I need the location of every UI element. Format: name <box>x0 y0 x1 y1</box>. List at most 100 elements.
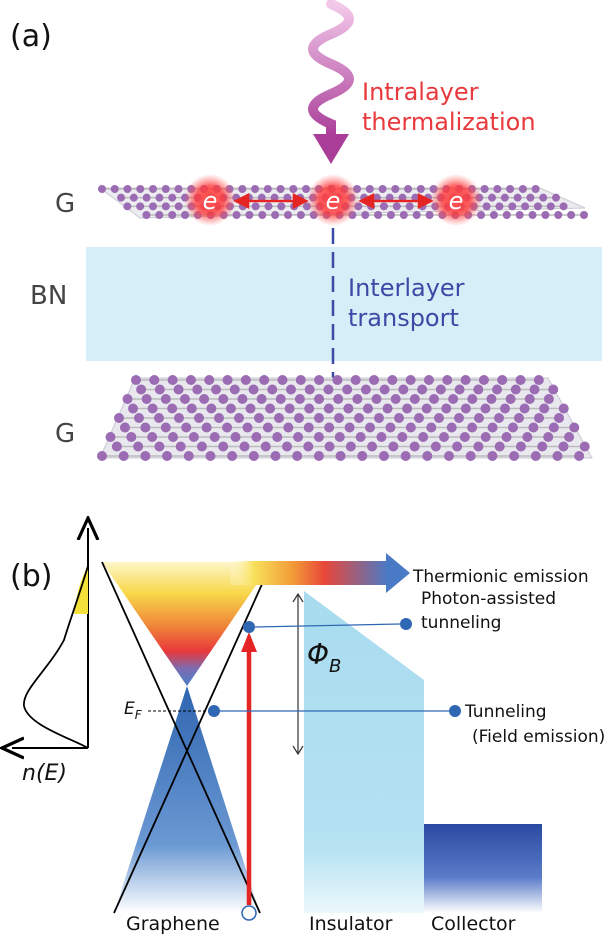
atom <box>141 394 152 404</box>
atom <box>181 211 190 219</box>
atom <box>500 403 511 414</box>
atom <box>531 185 540 193</box>
atom <box>270 193 279 202</box>
atom <box>362 403 373 414</box>
atom <box>350 375 361 385</box>
electron-symbol: e <box>326 187 341 215</box>
atom <box>174 202 183 211</box>
atom <box>251 432 262 442</box>
atom <box>354 413 364 423</box>
atom <box>574 451 585 461</box>
atom <box>548 422 559 433</box>
atom <box>342 384 353 395</box>
atom <box>232 211 241 219</box>
atom <box>382 403 393 414</box>
atom <box>392 202 401 211</box>
atom <box>142 211 151 219</box>
atom <box>201 422 212 433</box>
panel-b: (b) n(E) Thermionic emission <box>10 528 605 935</box>
atom <box>248 384 259 395</box>
atom <box>539 193 548 202</box>
atom <box>334 413 344 423</box>
atom <box>258 211 267 219</box>
atom <box>188 432 199 442</box>
atom <box>405 422 416 433</box>
atom <box>509 451 520 461</box>
atom <box>251 202 260 211</box>
tunneling-path <box>208 705 461 717</box>
atom <box>119 422 130 433</box>
atom <box>486 394 497 404</box>
atom <box>313 451 324 461</box>
ef-label: EF <box>124 699 143 722</box>
atom <box>229 384 240 395</box>
atom <box>294 394 305 404</box>
insulator-label: Insulator <box>309 913 393 935</box>
atom <box>493 185 502 193</box>
atom <box>430 441 441 452</box>
atom <box>528 422 539 433</box>
atom <box>355 432 366 442</box>
atom <box>480 403 491 414</box>
atom <box>295 375 306 385</box>
atom <box>494 441 505 452</box>
atom <box>242 422 253 433</box>
atom <box>524 394 535 404</box>
atom <box>533 202 542 211</box>
atom <box>238 185 247 193</box>
atom <box>192 384 203 395</box>
atom <box>185 375 196 385</box>
atom <box>487 422 498 433</box>
atom <box>155 193 164 202</box>
electron-left: e <box>184 174 236 226</box>
atom <box>122 394 133 404</box>
atom <box>519 403 530 414</box>
atom <box>473 441 484 452</box>
photon-assisted-line2: tunneling <box>421 613 501 633</box>
insulator-barrier <box>304 591 424 913</box>
atom <box>284 403 295 414</box>
atom <box>460 375 471 385</box>
atom <box>257 193 266 202</box>
atom <box>402 403 413 414</box>
atom <box>371 394 382 404</box>
atom <box>569 422 580 433</box>
atom <box>324 441 335 452</box>
collector-label: Collector <box>431 913 516 935</box>
atom <box>167 403 178 414</box>
atom <box>460 403 471 414</box>
atom <box>174 413 184 423</box>
atom <box>161 202 170 211</box>
atom <box>528 211 537 219</box>
atom <box>214 413 224 423</box>
atom <box>492 384 503 395</box>
atom <box>277 375 288 385</box>
atom <box>205 451 216 461</box>
atom <box>391 185 400 193</box>
atom <box>155 211 164 219</box>
atom <box>285 384 296 395</box>
bottom-layer-label: G <box>55 419 75 449</box>
atom <box>521 202 530 211</box>
atom <box>276 185 285 193</box>
atom <box>529 384 540 395</box>
atom <box>367 441 378 452</box>
atom <box>488 193 497 202</box>
atom <box>206 403 217 414</box>
atom <box>160 394 171 404</box>
atom <box>378 185 387 193</box>
atom <box>564 432 575 442</box>
atom <box>131 375 141 385</box>
atom <box>369 375 380 385</box>
atom <box>272 432 283 442</box>
atom <box>522 432 533 442</box>
atom <box>97 451 107 461</box>
atom <box>239 441 250 452</box>
atom <box>149 375 160 385</box>
atom <box>260 441 271 452</box>
atom <box>284 211 292 219</box>
atom <box>304 403 315 414</box>
middle-layer-label: BN <box>30 281 67 311</box>
atom <box>332 375 343 385</box>
